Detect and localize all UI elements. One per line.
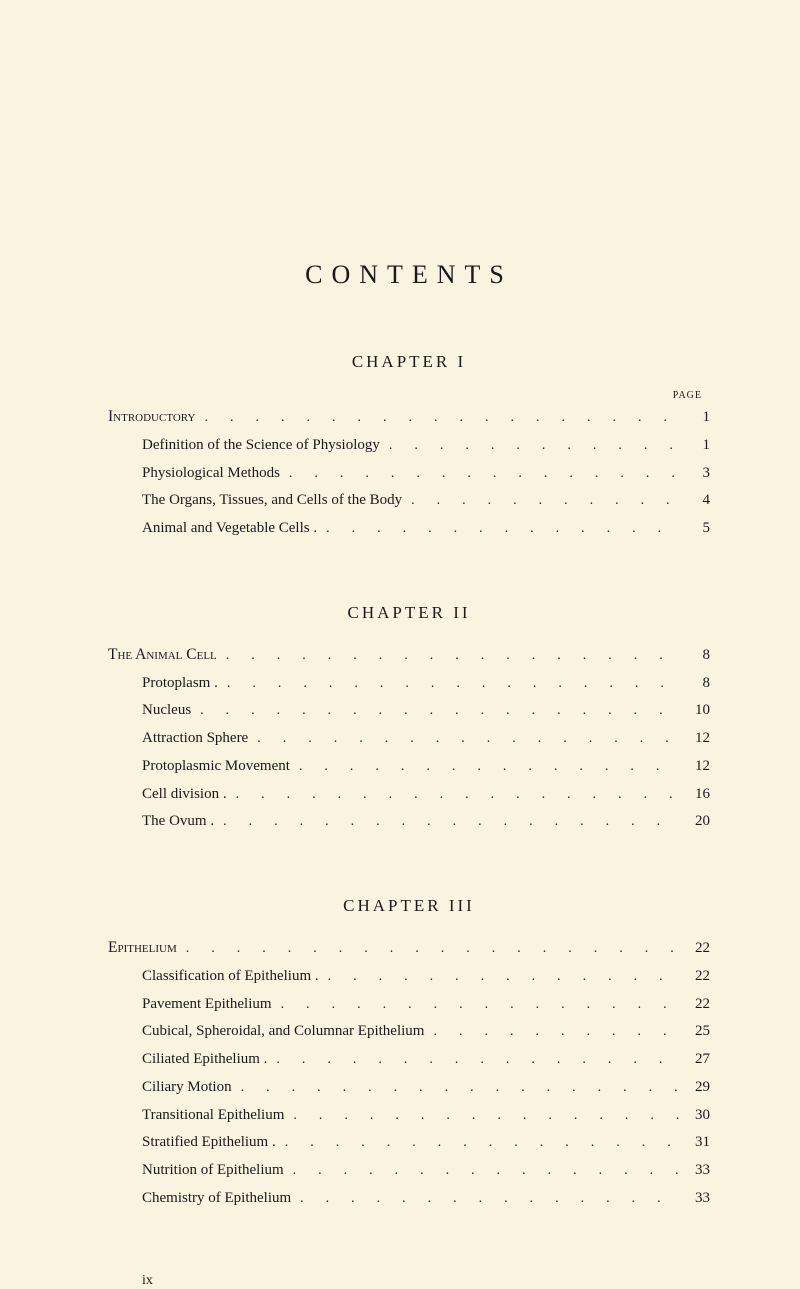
toc-dots: .......................... <box>214 809 680 835</box>
page-roman-numeral: ix <box>108 1273 710 1289</box>
toc-section: CHAPTER III Epithelium...................… <box>108 896 710 1213</box>
toc-row: Classification of Epithelium ...........… <box>108 963 710 991</box>
toc-row: Nutrition of Epithelium.................… <box>108 1157 710 1185</box>
toc-entry-title: Chemistry of Epithelium <box>108 1185 291 1213</box>
toc-dots: .......................... <box>290 754 680 780</box>
toc-entry-page: 12 <box>680 753 710 781</box>
toc-entry-title: Classification of Epithelium . <box>108 963 319 991</box>
toc-entry-page: 33 <box>680 1185 710 1213</box>
chapter-heading: CHAPTER III <box>108 896 710 916</box>
toc-row: Cell division ..........................… <box>108 781 710 809</box>
toc-entry-title: Nucleus <box>108 697 191 725</box>
toc-entry-page: 8 <box>680 642 710 670</box>
toc-entry-page: 10 <box>680 697 710 725</box>
toc-entry-title: Attraction Sphere <box>108 725 248 753</box>
toc-entry-page: 29 <box>680 1074 710 1102</box>
toc-entry-title: The Organs, Tissues, and Cells of the Bo… <box>108 487 402 515</box>
toc-entry-title: Introductory <box>108 403 195 432</box>
toc-dots: .......................... <box>272 992 680 1018</box>
toc-entry-page: 22 <box>680 991 710 1019</box>
toc-entry-page: 1 <box>680 432 710 460</box>
toc-row: Animal and Vegetable Cells .............… <box>108 515 710 543</box>
toc-row: Chemistry of Epithelium.................… <box>108 1185 710 1213</box>
toc-entry-title: Transitional Epithelium <box>108 1102 284 1130</box>
toc-dots: .......................... <box>267 1047 680 1073</box>
toc-row: The Ovum ...........................20 <box>108 808 710 836</box>
contents-title: CONTENTS <box>108 260 710 290</box>
toc-section: CHAPTER II The Animal Cell...............… <box>108 603 710 836</box>
toc-entry-page: 4 <box>680 487 710 515</box>
toc-dots: .......................... <box>177 936 680 962</box>
toc-row: Cubical, Spheroidal, and Columnar Epithe… <box>108 1018 710 1046</box>
toc-entry-page: 33 <box>680 1157 710 1185</box>
toc-entry-page: 22 <box>680 935 710 963</box>
toc-entry-title: Cubical, Spheroidal, and Columnar Epithe… <box>108 1018 424 1046</box>
toc-row: Protoplasm ...........................8 <box>108 670 710 698</box>
toc-dots: .......................... <box>218 671 680 697</box>
toc-dots: .......................... <box>195 405 680 431</box>
toc-dots: .......................... <box>284 1158 680 1184</box>
toc-entry-title: The Ovum . <box>108 808 214 836</box>
toc-row: Physiological Methods...................… <box>108 460 710 488</box>
toc-entry-title: Epithelium <box>108 934 177 963</box>
toc-entry-title: The Animal Cell <box>108 641 217 670</box>
chapter-heading: CHAPTER I <box>108 352 710 372</box>
toc-row: The Animal Cell.........................… <box>108 641 710 670</box>
toc-entry-page: 1 <box>680 404 710 432</box>
toc-row: Stratified Epithelium ..................… <box>108 1129 710 1157</box>
toc-entry-title: Pavement Epithelium <box>108 991 272 1019</box>
toc-dots: .......................... <box>276 1130 680 1156</box>
toc-dots: .......................... <box>280 461 680 487</box>
toc-entry-page: 30 <box>680 1102 710 1130</box>
toc-entry-title: Animal and Vegetable Cells . <box>108 515 317 543</box>
toc-entry-page: 12 <box>680 725 710 753</box>
toc-row: Introductory..........................1 <box>108 403 710 432</box>
toc-entry-title: Nutrition of Epithelium <box>108 1157 284 1185</box>
toc-entry-title: Ciliary Motion <box>108 1074 232 1102</box>
toc-entry-title: Cell division . <box>108 781 227 809</box>
toc-entry-page: 22 <box>680 963 710 991</box>
toc-dots: .......................... <box>227 782 680 808</box>
toc-entry-page: 27 <box>680 1046 710 1074</box>
toc-entry-page: 20 <box>680 808 710 836</box>
toc-entry-title: Physiological Methods <box>108 460 280 488</box>
toc-entry-page: 25 <box>680 1018 710 1046</box>
toc-entry-page: 31 <box>680 1129 710 1157</box>
toc-row: Nucleus..........................10 <box>108 697 710 725</box>
toc-row: Ciliated Epithelium ....................… <box>108 1046 710 1074</box>
toc-row: Attraction Sphere.......................… <box>108 725 710 753</box>
toc-entry-title: Protoplasmic Movement <box>108 753 290 781</box>
toc-entry-page: 3 <box>680 460 710 488</box>
toc-entry-page: 16 <box>680 781 710 809</box>
chapters-container: CHAPTER I PAGE Introductory...............… <box>108 352 710 1213</box>
chapter-heading: CHAPTER II <box>108 603 710 623</box>
toc-dots: .......................... <box>402 488 680 514</box>
toc-dots: .......................... <box>317 516 680 542</box>
toc-dots: .......................... <box>232 1075 680 1101</box>
toc-entry-page: 8 <box>680 670 710 698</box>
toc-entry-page: 5 <box>680 515 710 543</box>
toc-dots: .......................... <box>248 726 680 752</box>
toc-dots: .......................... <box>284 1103 680 1129</box>
toc-dots: .......................... <box>191 698 680 724</box>
toc-entry-title: Definition of the Science of Physiology <box>108 432 380 460</box>
toc-section: CHAPTER I PAGE Introductory...............… <box>108 352 710 543</box>
toc-entry-title: Ciliated Epithelium . <box>108 1046 267 1074</box>
toc-row: Ciliary Motion..........................… <box>108 1074 710 1102</box>
toc-dots: .......................... <box>380 433 680 459</box>
toc-entry-title: Stratified Epithelium . <box>108 1129 276 1157</box>
toc-row: Epithelium..........................22 <box>108 934 710 963</box>
toc-row: The Organs, Tissues, and Cells of the Bo… <box>108 487 710 515</box>
page-column-header: PAGE <box>108 390 710 401</box>
toc-dots: .......................... <box>217 643 680 669</box>
toc-row: Pavement Epithelium.....................… <box>108 991 710 1019</box>
toc-dots: .......................... <box>424 1019 680 1045</box>
toc-row: Transitional Epithelium.................… <box>108 1102 710 1130</box>
toc-dots: .......................... <box>319 964 680 990</box>
toc-entry-title: Protoplasm . <box>108 670 218 698</box>
toc-row: Protoplasmic Movement...................… <box>108 753 710 781</box>
toc-row: Definition of the Science of Physiology.… <box>108 432 710 460</box>
toc-dots: .......................... <box>291 1186 680 1212</box>
